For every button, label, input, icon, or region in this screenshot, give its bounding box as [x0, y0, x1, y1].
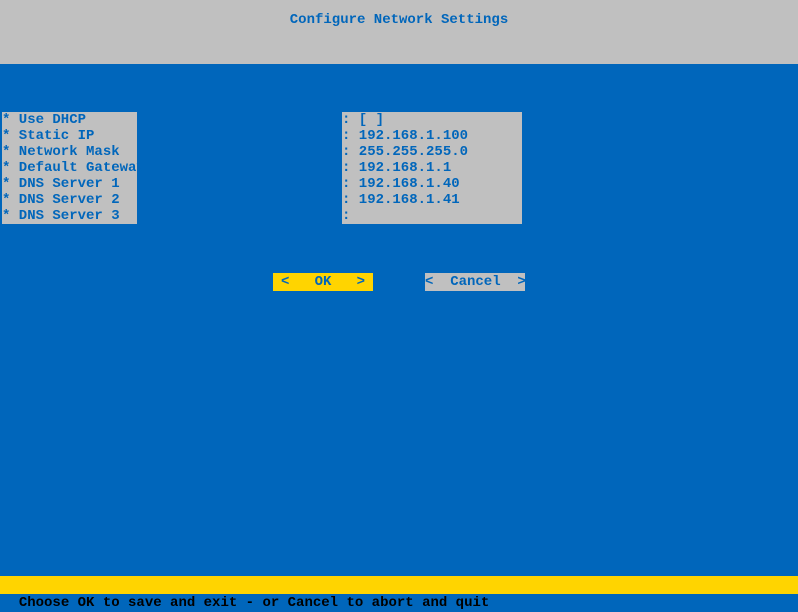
button-row: < OK > < Cancel >: [0, 273, 798, 291]
field-labels-panel: * Use DHCP * Static IP * Network Mask * …: [2, 112, 137, 224]
field-label-use-dhcp[interactable]: * Use DHCP: [2, 112, 137, 128]
field-value-dns-server-1[interactable]: : 192.168.1.40: [342, 176, 522, 192]
title-bar: Configure Network Settings: [0, 0, 798, 64]
field-label-dns-server-1[interactable]: * DNS Server 1: [2, 176, 137, 192]
status-text: Choose OK to save and exit - or Cancel t…: [19, 595, 489, 611]
field-value-default-gateway[interactable]: : 192.168.1.1: [342, 160, 522, 176]
field-value-static-ip[interactable]: : 192.168.1.100: [342, 128, 522, 144]
ok-button[interactable]: < OK >: [273, 273, 373, 291]
dialog-body: * Use DHCP * Static IP * Network Mask * …: [0, 64, 798, 576]
field-label-static-ip[interactable]: * Static IP: [2, 128, 137, 144]
field-label-network-mask[interactable]: * Network Mask: [2, 144, 137, 160]
field-value-network-mask[interactable]: : 255.255.255.0: [342, 144, 522, 160]
field-label-dns-server-2[interactable]: * DNS Server 2: [2, 192, 137, 208]
field-label-dns-server-3[interactable]: * DNS Server 3: [2, 208, 137, 224]
field-value-use-dhcp[interactable]: : [ ]: [342, 112, 522, 128]
dialog-title: Configure Network Settings: [290, 12, 508, 28]
field-label-default-gateway[interactable]: * Default Gateway: [2, 160, 137, 176]
field-values-panel: : [ ] : 192.168.1.100 : 255.255.255.0 : …: [342, 112, 522, 224]
status-bar: Choose OK to save and exit - or Cancel t…: [0, 576, 798, 594]
cancel-button[interactable]: < Cancel >: [425, 273, 525, 291]
field-value-dns-server-3[interactable]: :: [342, 208, 522, 224]
field-value-dns-server-2[interactable]: : 192.168.1.41: [342, 192, 522, 208]
